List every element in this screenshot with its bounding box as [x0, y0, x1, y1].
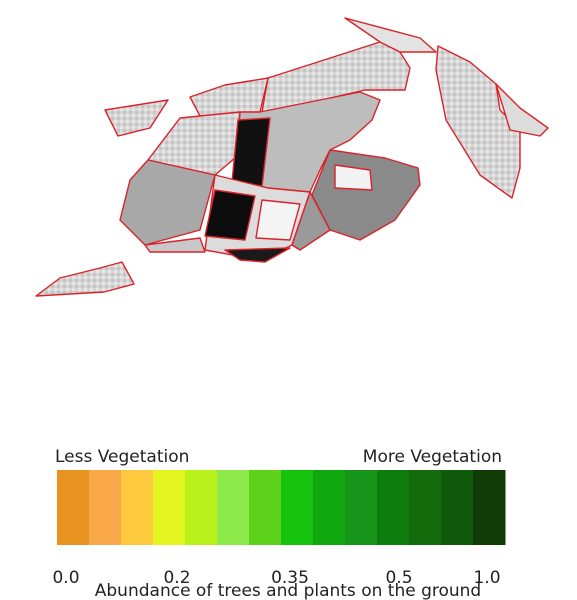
color-swatch: [89, 470, 122, 545]
color-swatch: [409, 470, 442, 545]
color-swatch: [217, 470, 250, 545]
color-swatch: [441, 470, 474, 545]
color-swatch: [121, 470, 154, 545]
colorbar-ticks: 0.0 0.2 0.35 0.5 1.0: [52, 568, 500, 588]
color-swatch: [473, 470, 506, 545]
tick-label: 1.0: [473, 568, 500, 588]
color-swatch: [281, 470, 314, 545]
tick-label: 0.0: [52, 568, 79, 588]
tick-label: 0.2: [163, 568, 190, 588]
color-swatch: [377, 470, 410, 545]
color-swatch: [249, 470, 282, 545]
legend-caption: Abundance of trees and plants on the gro…: [95, 581, 481, 600]
color-swatch: [313, 470, 346, 545]
field-map: [35, 17, 549, 297]
legend-left-label: Less Vegetation: [55, 447, 189, 467]
color-swatch: [57, 470, 90, 545]
legend-right-label: More Vegetation: [363, 447, 502, 467]
colorbar: [57, 470, 506, 545]
tick-label: 0.35: [271, 568, 309, 588]
tick-label: 0.5: [385, 568, 412, 588]
color-swatch: [153, 470, 186, 545]
color-swatch: [185, 470, 218, 545]
color-swatch: [345, 470, 378, 545]
